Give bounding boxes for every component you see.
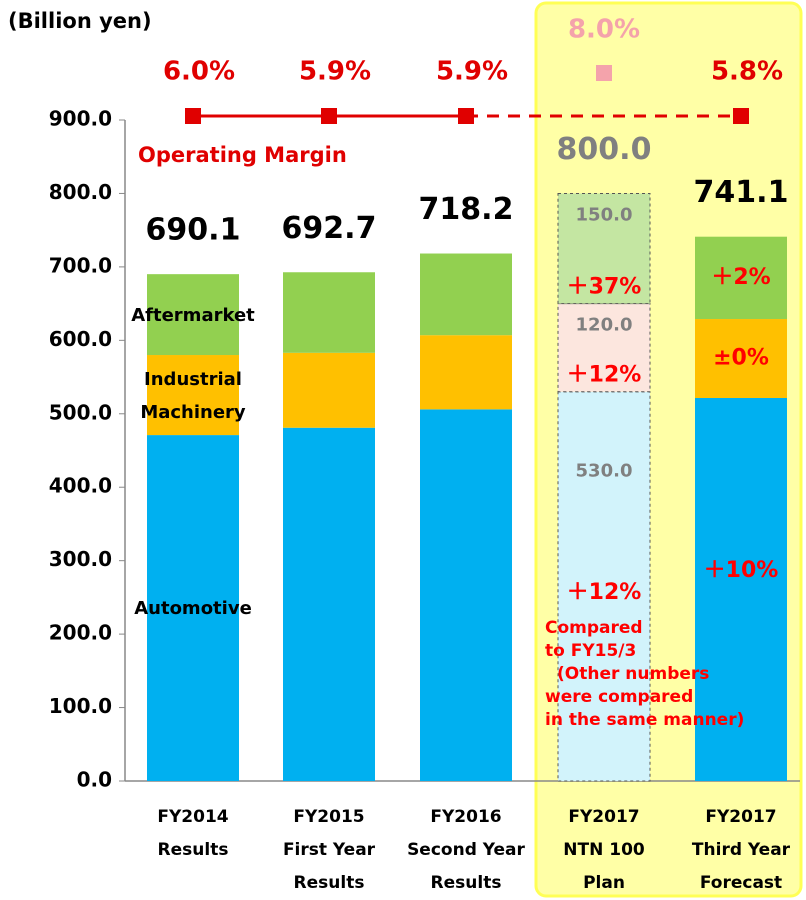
margin-label: 6.0% [163,57,235,87]
bar-segment [420,253,512,336]
series-label: Automotive [134,598,252,619]
y-tick-label: 200.0 [49,621,112,645]
change-label: ＋2% [711,265,770,290]
margin-marker [596,65,612,81]
bar-segment [695,319,787,398]
segment-value-label: 120.0 [576,315,633,336]
x-tick-label: FY2016 [430,807,501,827]
y-tick-label: 800.0 [49,180,112,204]
x-tick-label: Second Year [407,840,525,860]
x-tick-label: FY2014 [157,807,228,827]
y-tick-label: 900.0 [49,107,112,131]
total-label: 800.0 [557,132,652,167]
x-tick-label: Third Year [692,840,791,860]
change-label: ＋12% [567,580,642,605]
bar-segment [147,435,239,781]
y-tick-label: 100.0 [49,694,112,718]
y-tick-label: 600.0 [49,327,112,351]
y-tick-label: 300.0 [49,547,112,571]
total-label: 718.2 [419,192,514,227]
margin-label: 5.8% [711,57,783,87]
bar-segment [420,335,512,410]
margin-marker [733,108,749,124]
y-tick-label: 400.0 [49,474,112,498]
note: to FY15/3 [545,641,636,661]
bar-segment [283,272,375,353]
change-label: ＋37% [567,275,642,300]
series-label: Machinery [140,402,246,423]
x-tick-label: First Year [283,840,376,860]
margin-marker [458,108,474,124]
y-tick-label: 500.0 [49,400,112,424]
note: in the same manner) [545,710,744,730]
change-label: ＋10% [704,558,779,583]
bar-segment [695,397,787,781]
note: were compared [545,687,693,707]
bar-segment [283,352,375,428]
x-tick-label: Plan [583,873,625,893]
margin-marker [321,108,337,124]
total-label: 741.1 [694,175,789,210]
x-tick-label: NTN 100 [563,840,645,860]
margin-name: Operating Margin [138,143,347,167]
bar-segment [147,355,239,436]
change-label: ＋12% [567,363,642,388]
margin-label: 8.0% [568,15,640,45]
x-tick-label: FY2017 [705,807,776,827]
segment-value-label: 530.0 [576,461,633,482]
y-tick-label: 0.0 [77,768,112,792]
bar-segment [557,303,651,393]
bar-segment [283,427,375,781]
margin-label: 5.9% [436,57,508,87]
unit-label: (Billion yen) [8,9,152,33]
x-tick-label: FY2017 [568,807,639,827]
bar-segment [147,274,239,356]
bar-segment [557,192,651,305]
x-tick-label: Results [158,840,229,860]
bar-segment [695,236,787,320]
series-label: Industrial [144,369,242,390]
change-label: ±0% [713,346,769,371]
x-tick-label: Results [431,873,502,893]
bar-segment [557,391,651,782]
note: (Other numbers [557,664,709,684]
note: Compared [545,618,643,638]
total-label: 690.1 [146,213,241,248]
segment-value-label: 150.0 [576,204,633,225]
y-tick-label: 700.0 [49,253,112,277]
margin-marker [185,108,201,124]
x-tick-label: Results [294,873,365,893]
margin-label: 5.9% [299,57,371,87]
total-label: 692.7 [282,211,377,246]
x-tick-label: Forecast [700,873,782,893]
bar-segment [420,409,512,781]
series-label: Aftermarket [131,305,255,326]
x-tick-label: FY2015 [293,807,364,827]
